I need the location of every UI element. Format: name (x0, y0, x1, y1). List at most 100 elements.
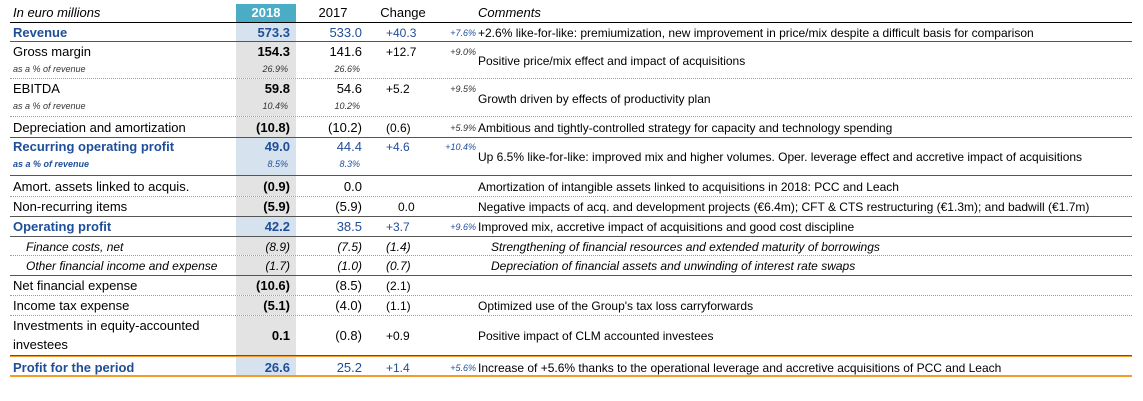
header-change: Change (380, 5, 426, 20)
header-unit-label: In euro millions (13, 5, 101, 20)
row-label: Income tax expense (13, 298, 130, 313)
row-sublabel: as a % of revenue (13, 159, 90, 169)
comment: Increase of +5.6% thanks to the operatio… (478, 361, 1002, 375)
change-pct: +5.9% (450, 123, 476, 133)
value-2018: (10.6) (256, 278, 290, 293)
value-2018: (8.9) (265, 240, 290, 254)
sub-2017: 26.6% (334, 64, 360, 74)
change-pct: +9.0% (450, 47, 476, 57)
row-label: Other financial income and expense (26, 259, 218, 273)
row-profit-for-period: Profit for the period 26.6 25.2 +1.4 +5.… (10, 356, 1132, 377)
change-value: 0.0 (398, 200, 415, 214)
comment: Positive price/mix effect and impact of … (478, 54, 746, 68)
change-pct: +10.4% (445, 142, 476, 152)
value-2017: (4.0) (335, 298, 362, 313)
change-value: (2.1) (386, 279, 411, 293)
change-value: +5.2 (386, 82, 410, 96)
value-2017: (8.5) (335, 278, 362, 293)
change-value: (1.1) (386, 299, 411, 313)
value-2018: 573.3 (257, 25, 290, 40)
header-2018: 2018 (236, 4, 296, 22)
value-2017: 54.6 (336, 81, 362, 96)
value-2017: (1.0) (337, 259, 362, 273)
value-2017: (5.9) (335, 199, 362, 214)
row-label: Depreciation and amortization (13, 120, 186, 135)
row-label-line2: investees (13, 337, 68, 352)
value-2017: 44.4 (336, 139, 362, 154)
comment: Growth driven by effects of productivity… (478, 92, 711, 106)
row-label: Finance costs, net (26, 240, 124, 254)
comment: Up 6.5% like-for-like: improved mix and … (478, 150, 1083, 164)
row-label: Recurring operating profit (13, 139, 175, 154)
change-value: +4.6 (386, 140, 410, 154)
change-value: +40.3 (386, 26, 417, 40)
value-2017: 533.0 (329, 25, 362, 40)
table-header: In euro millions 2018 2017 Change Commen… (10, 4, 1132, 23)
value-2018: 42.2 (264, 219, 290, 234)
change-pct: +9.5% (450, 84, 476, 94)
sub-2017: 8.3% (339, 159, 360, 169)
row-amortization-acquisitions: Amort. assets linked to acquis. (0.9) 0.… (10, 176, 1132, 197)
row-operating-profit: Operating profit 42.2 38.5 +3.7 +9.6% Im… (10, 217, 1132, 237)
row-label: EBITDA (13, 81, 60, 96)
change-value: (0.7) (386, 259, 411, 273)
value-2018: (0.9) (263, 179, 290, 194)
row-net-financial-expense: Net financial expense (10.6) (8.5) (2.1) (10, 276, 1132, 296)
row-label-line1: Investments in equity-accounted (13, 318, 200, 333)
value-2018: 59.8 (264, 81, 290, 96)
sub-2018: 26.9% (262, 64, 288, 74)
change-value: +3.7 (386, 220, 410, 234)
row-label: Gross margin (13, 44, 92, 59)
row-finance-costs: Finance costs, net (8.9) (7.5) (1.4) Str… (10, 237, 1132, 256)
value-2017: 38.5 (336, 219, 362, 234)
row-sublabel: as a % of revenue (13, 64, 86, 74)
change-value: (1.4) (386, 240, 411, 254)
sub-2017: 10.2% (334, 101, 360, 111)
comment: Positive impact of CLM accounted investe… (478, 329, 714, 343)
row-label: Profit for the period (13, 360, 135, 375)
value-2017: 25.2 (336, 360, 362, 375)
value-2017: 141.6 (329, 44, 362, 59)
comment: Negative impacts of acq. and development… (478, 200, 1090, 214)
comment: Depreciation of financial assets and unw… (491, 259, 856, 273)
row-label: Net financial expense (13, 278, 138, 293)
row-non-recurring: Non-recurring items (5.9) (5.9) 0.0 Nega… (10, 197, 1132, 217)
row-label: Amort. assets linked to acquis. (13, 179, 190, 194)
row-depreciation: Depreciation and amortization (10.8) (10… (10, 117, 1132, 138)
comment: +2.6% like-for-like: premiumization, new… (478, 26, 1034, 40)
value-2018: (10.8) (256, 120, 290, 135)
change-value: +0.9 (386, 329, 410, 343)
row-equity-investees: Investments in equity-accounted investee… (10, 316, 1132, 356)
header-2017: 2017 (318, 5, 348, 20)
change-value: +1.4 (386, 361, 410, 375)
comment: Ambitious and tightly-controlled strateg… (478, 121, 893, 135)
comment: Optimized use of the Group's tax loss ca… (478, 299, 754, 313)
row-other-financial: Other financial income and expense (1.7)… (10, 256, 1132, 276)
change-pct: +5.6% (450, 363, 476, 373)
sub-2018: 10.4% (262, 101, 288, 111)
change-pct: +7.6% (450, 28, 476, 38)
value-2018: (1.7) (265, 259, 290, 273)
value-2018: (5.9) (263, 199, 290, 214)
change-value: +12.7 (386, 45, 417, 59)
comment: Strengthening of financial resources and… (491, 240, 880, 254)
value-2018: 26.6 (264, 360, 290, 375)
comment: Improved mix, accretive impact of acquis… (478, 220, 855, 234)
value-2017: (0.8) (335, 328, 362, 343)
row-recurring-operating-profit: Recurring operating profit 49.0 44.4 as … (10, 138, 1132, 176)
sub-2018: 8.5% (267, 159, 288, 169)
change-pct: +9.6% (450, 222, 476, 232)
row-income-tax: Income tax expense (5.1) (4.0) (1.1) Opt… (10, 296, 1132, 316)
row-label: Revenue (13, 25, 68, 40)
row-label: Operating profit (13, 219, 112, 234)
header-comments: Comments (478, 5, 541, 20)
value-2017: 0.0 (343, 179, 362, 194)
value-2018: 154.3 (257, 44, 290, 59)
row-revenue: Revenue 573.3 533.0 +40.3 +7.6% +2.6% li… (10, 23, 1132, 42)
income-statement-table: In euro millions 2018 2017 Change Commen… (10, 4, 1132, 377)
value-2018: (5.1) (263, 298, 290, 313)
value-2017: (10.2) (328, 120, 362, 135)
value-2018: 49.0 (264, 139, 290, 154)
row-sublabel: as a % of revenue (13, 101, 86, 111)
comment: Amortization of intangible assets linked… (478, 180, 899, 194)
